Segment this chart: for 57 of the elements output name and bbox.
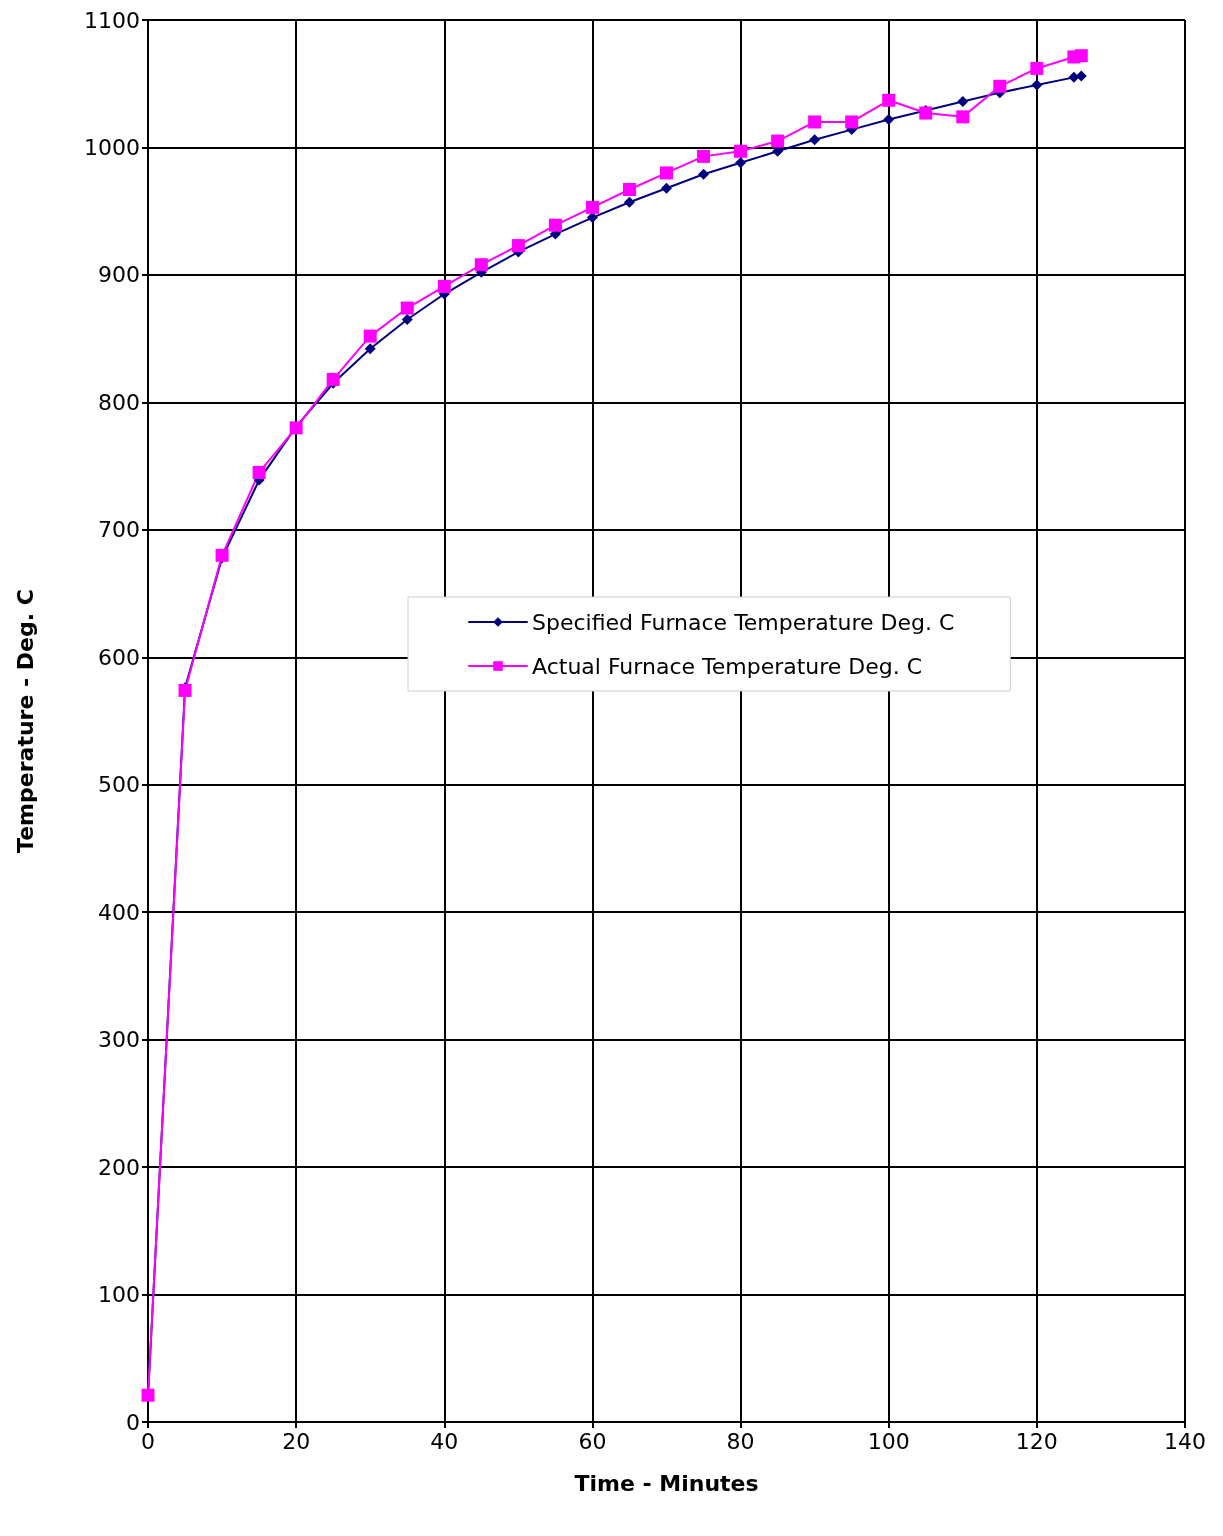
point [845, 115, 859, 129]
y-tick-label: 700 [98, 517, 140, 543]
point [957, 96, 969, 108]
point [363, 329, 377, 343]
point [252, 465, 266, 479]
y-axis-title: Temperature - Deg. C [12, 589, 38, 853]
x-tick-label: 60 [578, 1428, 607, 1454]
y-tick-label: 900 [98, 262, 140, 288]
point [1031, 79, 1043, 91]
y-tick-label: 600 [98, 644, 140, 670]
point [401, 314, 413, 326]
point [548, 218, 562, 232]
y-tick-label: 200 [98, 1154, 140, 1180]
point [771, 134, 785, 148]
x-tick-label: 120 [1015, 1428, 1058, 1454]
y-tick-label: 300 [98, 1027, 140, 1053]
point [437, 279, 451, 293]
point [474, 258, 488, 272]
y-tick-label: 0 [126, 1409, 140, 1435]
legend-label: Actual Furnace Temperature Deg. C [532, 653, 923, 679]
point [919, 106, 933, 120]
point [215, 548, 229, 562]
point [809, 134, 821, 146]
x-tick-label: 20 [282, 1428, 311, 1454]
x-tick-label: 100 [867, 1428, 910, 1454]
point [735, 157, 747, 169]
y-tick-label: 800 [98, 389, 140, 415]
point [697, 149, 711, 163]
legend-label: Specified Furnace Temperature Deg. C [532, 609, 955, 635]
y-tick-label: 1000 [84, 134, 140, 160]
point [585, 200, 599, 214]
y-tick-label: 400 [98, 899, 140, 925]
point [808, 115, 822, 129]
point [882, 93, 896, 107]
point [1074, 49, 1088, 63]
point [1030, 61, 1044, 75]
point [734, 144, 748, 158]
point [622, 183, 636, 197]
point [326, 372, 340, 386]
x-tick-label: 140 [1164, 1428, 1206, 1454]
point [660, 166, 673, 180]
point [883, 113, 895, 125]
point [993, 79, 1007, 93]
point [698, 168, 710, 180]
x-tick-label: 80 [726, 1428, 755, 1454]
y-tick-label: 1100 [84, 7, 140, 33]
point [364, 343, 376, 355]
x-tick-label: 40 [430, 1428, 459, 1454]
point [586, 212, 598, 224]
point [623, 196, 635, 208]
point [511, 239, 525, 253]
point [661, 182, 672, 194]
x-axis-title: Time - Minutes [574, 1470, 759, 1496]
y-tick-label: 500 [98, 772, 140, 798]
point [956, 110, 970, 124]
y-tick-label: 100 [98, 1282, 140, 1308]
point [400, 301, 414, 315]
